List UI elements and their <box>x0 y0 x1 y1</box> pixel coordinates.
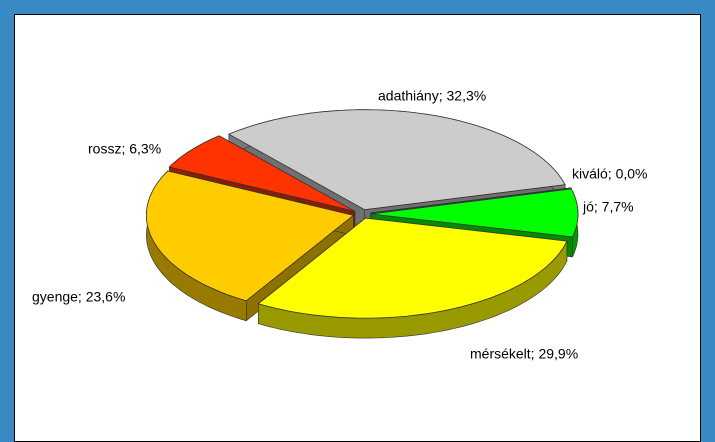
data-label: adathiány; 32,3% <box>378 88 486 104</box>
data-label: rossz; 6,3% <box>88 141 161 157</box>
data-label: kiváló; 0,0% <box>572 166 647 182</box>
slice <box>146 170 355 302</box>
data-label: mérsékelt; 29,9% <box>470 346 578 362</box>
slice <box>257 217 568 319</box>
slice <box>370 188 579 238</box>
slice <box>227 109 566 211</box>
slice <box>370 187 572 214</box>
data-label: jó; 7,7% <box>582 199 634 215</box>
data-label: gyenge; 23,6% <box>32 289 125 305</box>
slice <box>168 135 356 212</box>
